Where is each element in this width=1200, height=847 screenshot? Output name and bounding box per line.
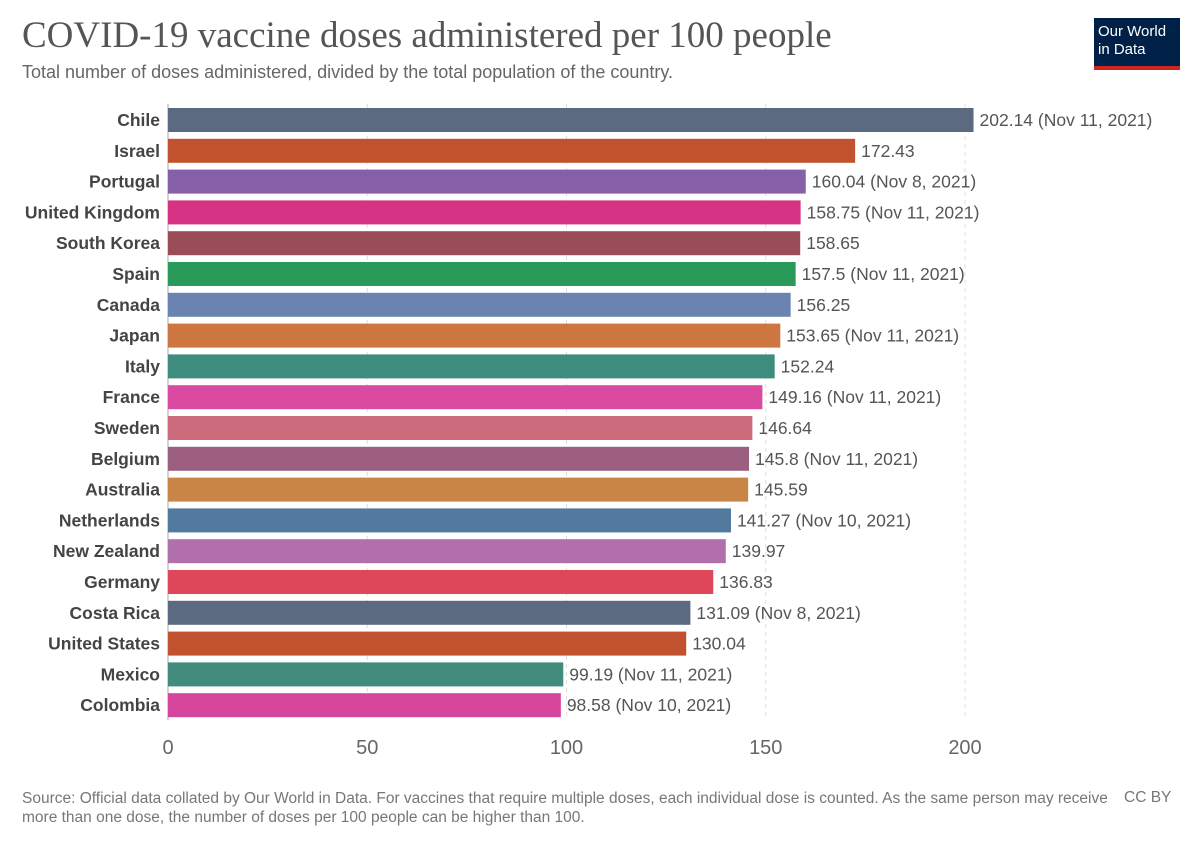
bar [168, 231, 801, 256]
category-label: Chile [117, 110, 160, 130]
data-label: 130.04 [692, 634, 746, 654]
logo-line-1: Our World [1098, 23, 1167, 40]
data-label: 158.65 [806, 233, 860, 253]
data-label: 141.27 (Nov 10, 2021) [737, 510, 911, 530]
category-label: South Korea [56, 233, 160, 253]
owid-logo[interactable]: Our World in Data [1094, 18, 1180, 70]
category-label: Colombia [80, 695, 160, 715]
category-label: France [103, 387, 161, 407]
bar-chart: 0 50 100 150 200 Chile 202.14 (Nov 11, 2021) Is… [25, 104, 1153, 759]
bar [168, 570, 714, 594]
data-label: 157.5 (Nov 11, 2021) [802, 264, 965, 284]
data-label: 172.43 [861, 141, 915, 161]
category-label: Canada [97, 295, 160, 315]
data-label: 149.16 (Nov 11, 2021) [768, 387, 941, 407]
data-label: 98.58 (Nov 10, 2021) [567, 695, 731, 715]
category-label: Australia [85, 480, 160, 500]
source-note: Source: Official data collated by Our Wo… [22, 790, 1108, 826]
category-label: Netherlands [59, 510, 160, 530]
bar [168, 292, 791, 317]
data-label: 160.04 (Nov 8, 2021) [812, 172, 976, 192]
x-tick-label: 50 [356, 737, 378, 759]
logo-line-2: in Data [1098, 41, 1146, 58]
bar [168, 262, 796, 286]
category-label: Portugal [89, 172, 160, 192]
data-label: 139.97 [732, 541, 786, 561]
category-label: Spain [112, 264, 160, 284]
bar [168, 600, 691, 625]
bar [168, 108, 974, 132]
bar [168, 354, 775, 379]
bar [168, 693, 561, 718]
bar [168, 662, 564, 687]
bar [168, 631, 687, 656]
category-label: Belgium [91, 449, 160, 469]
bar [168, 477, 749, 502]
bar [168, 138, 856, 163]
bar [168, 200, 801, 225]
data-label: 202.14 (Nov 11, 2021) [980, 110, 1153, 130]
x-tick-label: 0 [162, 737, 173, 759]
data-label: 158.75 (Nov 11, 2021) [807, 202, 980, 222]
chart-title: COVID-19 vaccine doses administered per … [22, 15, 832, 56]
category-label: Germany [84, 572, 160, 592]
bar [168, 416, 753, 440]
data-label: 152.24 [781, 356, 835, 376]
category-label: United Kingdom [25, 202, 160, 222]
category-label: New Zealand [53, 541, 160, 561]
category-label: Israel [114, 141, 160, 161]
bar [168, 539, 726, 564]
license-link[interactable]: CC BY [1124, 789, 1172, 806]
bar [168, 385, 763, 410]
data-label: 146.64 [758, 418, 812, 438]
data-label: 153.65 (Nov 11, 2021) [786, 326, 959, 346]
bar [168, 323, 781, 348]
category-label: Mexico [101, 664, 160, 684]
category-label: Sweden [94, 418, 160, 438]
category-label: Japan [109, 326, 160, 346]
data-label: 136.83 [719, 572, 773, 592]
category-label: United States [48, 634, 160, 654]
x-tick-label: 100 [550, 737, 583, 759]
x-tick-label: 200 [948, 737, 981, 759]
bar [168, 169, 806, 194]
bar [168, 508, 731, 533]
data-label: 131.09 (Nov 8, 2021) [696, 603, 860, 623]
data-label: 145.8 (Nov 11, 2021) [755, 449, 918, 469]
chart-subtitle: Total number of doses administered, divi… [22, 62, 674, 82]
category-label: Costa Rica [70, 603, 161, 623]
x-tick-label: 150 [749, 737, 782, 759]
data-label: 156.25 [797, 295, 851, 315]
data-label: 145.59 [754, 480, 808, 500]
bar [168, 446, 750, 471]
data-label: 99.19 (Nov 11, 2021) [569, 664, 732, 684]
category-label: Italy [125, 356, 160, 376]
